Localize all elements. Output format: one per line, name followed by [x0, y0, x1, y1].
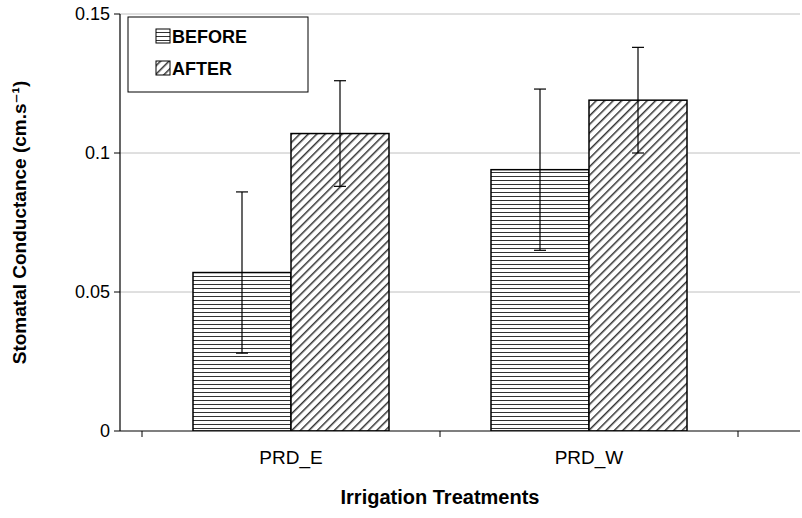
x-tick [142, 431, 143, 437]
y-tick [114, 431, 120, 432]
error-bar [334, 81, 346, 187]
chart: 0 0.05 0.1 0.15 PRD_E PRD_W Irrigation Treatme… [0, 0, 802, 518]
y-tick [114, 14, 120, 15]
x-axis [120, 430, 800, 431]
y-tick [114, 292, 120, 293]
grid-line [120, 14, 800, 15]
error-stem [339, 81, 340, 187]
legend-swatch [156, 61, 170, 75]
x-tick [738, 431, 739, 437]
x-tick [440, 431, 441, 437]
error-cap [236, 191, 248, 192]
error-bar [236, 192, 248, 353]
y-tick-label: 0 [100, 421, 110, 441]
error-cap [534, 250, 546, 251]
legend: BEFORE AFTER [128, 17, 308, 92]
error-cap [632, 47, 644, 48]
legend-label: BEFORE [172, 27, 247, 47]
error-cap [236, 353, 248, 354]
error-stem [539, 89, 540, 250]
error-stem [637, 47, 638, 153]
error-stem [241, 192, 242, 353]
bars [193, 47, 687, 431]
y-tick-label: 0.05 [75, 282, 110, 302]
legend-label: AFTER [172, 59, 232, 79]
y-axis [119, 14, 120, 431]
legend-swatch [156, 29, 170, 43]
x-tick-label: PRD_E [259, 447, 322, 469]
error-bar [534, 89, 546, 250]
error-cap [534, 88, 546, 89]
x-tick-label: PRD_W [555, 447, 624, 469]
y-tick-label: 0.1 [85, 143, 110, 163]
legend-box [128, 17, 308, 92]
error-bar [632, 47, 644, 153]
error-cap [334, 80, 346, 81]
grid-line [120, 153, 800, 154]
chart-container: 0 0.05 0.1 0.15 PRD_E PRD_W Irrigation Treatme… [0, 0, 802, 518]
error-cap [334, 186, 346, 187]
error-cap [632, 152, 644, 153]
x-axis-title: Irrigation Treatments [341, 486, 540, 508]
y-axis-title: Stomatal Conductance (cm.s⁻¹) [9, 81, 30, 364]
y-tick-label: 0.15 [75, 4, 110, 24]
y-tick [114, 153, 120, 154]
